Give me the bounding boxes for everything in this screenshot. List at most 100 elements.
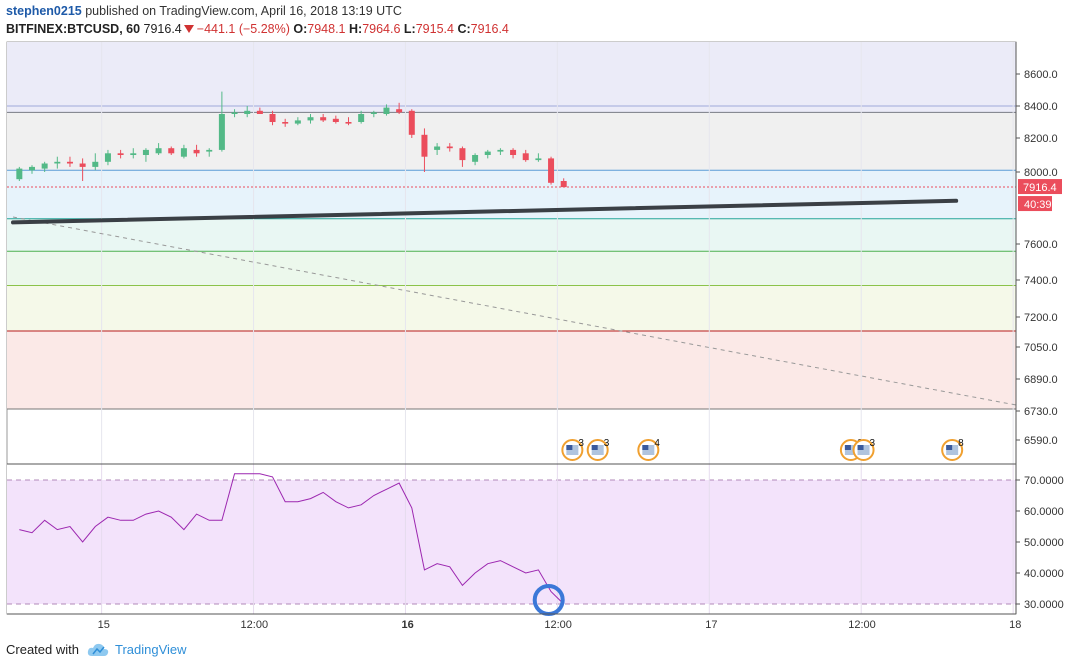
trendline[interactable]	[11, 198, 959, 225]
candle[interactable]	[28, 166, 35, 171]
event-count-label: 3	[578, 438, 584, 449]
publish-header: stephen0215 published on TradingView.com…	[6, 4, 402, 18]
candle[interactable]	[294, 120, 301, 124]
dashed-trendline[interactable]	[12, 216, 1017, 406]
candle[interactable]	[535, 158, 542, 161]
price-tick-label: 7200.0	[1024, 312, 1058, 324]
created-with-label: Created with	[6, 642, 79, 657]
candle[interactable]	[459, 148, 466, 161]
time-tick-label: 12:00	[241, 619, 269, 631]
candle[interactable]	[269, 114, 276, 122]
candle[interactable]	[560, 181, 567, 188]
rsi-tick-label: 50.0000	[1024, 537, 1064, 549]
candle[interactable]	[244, 110, 251, 114]
candle[interactable]	[358, 114, 365, 122]
open-value: 7948.1	[307, 22, 346, 36]
countdown-tag	[1018, 196, 1052, 212]
price-tick-label: 8000.0	[1024, 167, 1058, 179]
candle[interactable]	[155, 148, 162, 154]
candle[interactable]	[332, 118, 339, 122]
rsi-tick-label: 70.0000	[1024, 475, 1064, 487]
us-flag-icon	[642, 445, 649, 450]
price-tick-label: 7400.0	[1024, 275, 1058, 287]
symbol-label: BITFINEX:BTCUSD, 60	[6, 22, 141, 36]
event-count-label: 8	[958, 438, 964, 449]
candle[interactable]	[510, 149, 517, 155]
price-tick-label: 8400.0	[1024, 101, 1058, 113]
candle[interactable]	[345, 122, 352, 124]
rsi-tick-label: 40.0000	[1024, 568, 1064, 580]
us-flag-icon	[566, 445, 573, 450]
candle[interactable]	[307, 117, 314, 121]
time-tick-label: 15	[98, 619, 110, 631]
candle[interactable]	[130, 153, 137, 155]
candle[interactable]	[497, 149, 504, 152]
candle[interactable]	[193, 149, 200, 154]
close-value: 7916.4	[470, 22, 509, 36]
low-value: 7915.4	[415, 22, 454, 36]
countdown-tag-label: 40:39	[1024, 199, 1052, 211]
candle[interactable]	[522, 153, 529, 161]
us-flag-icon	[844, 445, 851, 450]
last-price: 7916.4	[143, 22, 182, 36]
rsi-tick-label: 60.0000	[1024, 506, 1064, 518]
candle[interactable]	[408, 110, 415, 135]
candle[interactable]	[41, 163, 48, 169]
candle[interactable]	[168, 148, 175, 154]
footer: Created with TradingView	[6, 642, 187, 657]
candle[interactable]	[66, 161, 73, 164]
price-tick-label: 6890.0	[1024, 374, 1058, 386]
us-flag-icon	[946, 445, 953, 450]
close-label: C:	[457, 22, 471, 36]
us-flag-icon	[857, 445, 864, 450]
publish-info: published on TradingView.com, April 16, …	[85, 4, 402, 18]
candle[interactable]	[446, 146, 453, 149]
event-count-label: 3	[604, 438, 610, 449]
candle[interactable]	[206, 149, 213, 152]
candle[interactable]	[320, 117, 327, 121]
candle[interactable]	[434, 146, 441, 150]
down-arrow-icon	[183, 25, 194, 33]
candle[interactable]	[484, 151, 491, 155]
price-tick-label: 7050.0	[1024, 342, 1058, 354]
tradingview-brand-link[interactable]: TradingView	[114, 642, 187, 657]
high-label: H:	[348, 22, 363, 36]
last-price-tag-label: 7916.4	[1023, 182, 1057, 194]
fib-zone	[7, 285, 1016, 331]
price-tick-label: 8200.0	[1024, 133, 1058, 145]
price-tick-label: 6730.0	[1024, 406, 1058, 418]
candle[interactable]	[282, 122, 289, 124]
tradingview-cloud-icon	[87, 643, 109, 657]
candle[interactable]	[256, 110, 263, 114]
fib-zone	[7, 251, 1016, 286]
low-label: L:	[403, 22, 416, 36]
candle[interactable]	[383, 107, 390, 114]
candle[interactable]	[548, 158, 555, 183]
rsi-band	[7, 480, 1016, 604]
candle[interactable]	[218, 114, 225, 150]
price-tick-label: 6590.0	[1024, 435, 1058, 447]
candle[interactable]	[142, 149, 149, 155]
candle[interactable]	[16, 168, 23, 180]
fib-zone	[7, 218, 1016, 252]
candle[interactable]	[231, 112, 238, 114]
price-tick-label: 7600.0	[1024, 239, 1058, 251]
candle[interactable]	[180, 148, 187, 157]
author-name[interactable]: stephen0215	[6, 4, 82, 18]
time-tick-label: 12:00	[848, 619, 876, 631]
candle[interactable]	[370, 112, 377, 114]
time-tick-label: 17	[705, 619, 717, 631]
symbol-header: BITFINEX:BTCUSD, 60 7916.4 −441.1 (−5.28%…	[6, 22, 509, 36]
candle[interactable]	[54, 161, 61, 164]
candle[interactable]	[79, 163, 86, 167]
candle[interactable]	[421, 134, 428, 157]
high-value: 7964.6	[362, 22, 401, 36]
candle[interactable]	[104, 153, 111, 162]
candle[interactable]	[396, 109, 403, 113]
candle[interactable]	[472, 155, 479, 162]
candle[interactable]	[92, 161, 99, 167]
candle[interactable]	[117, 153, 124, 155]
fib-zone	[7, 42, 1016, 113]
rsi-line	[19, 473, 565, 605]
